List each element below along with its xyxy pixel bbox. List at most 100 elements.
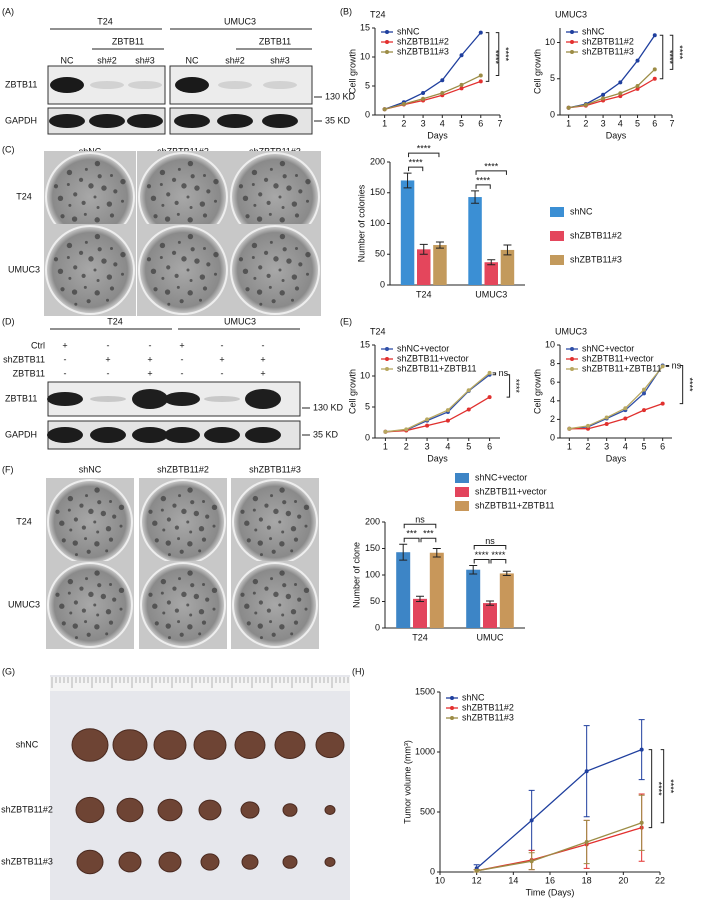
point: [466, 407, 471, 412]
colony: [213, 199, 217, 203]
annotation: ****: [475, 550, 490, 560]
colony: [159, 242, 166, 249]
legend-marker: [570, 40, 574, 44]
colony: [271, 632, 276, 637]
label: ZBTB11: [13, 368, 45, 378]
x-axis-label: Time (Days): [526, 887, 575, 897]
point: [478, 30, 483, 35]
colony: [198, 632, 202, 636]
colony: [79, 586, 84, 591]
colony: [171, 177, 177, 182]
colony: [273, 508, 279, 515]
colony: [71, 289, 78, 295]
label: GAPDH: [5, 429, 37, 439]
colony: [279, 570, 285, 576]
colony: [199, 201, 206, 207]
x-tick-label: UMUC3: [475, 289, 507, 299]
colony: [94, 160, 101, 167]
colony: [242, 195, 249, 201]
colony: [109, 582, 113, 586]
colony: [305, 199, 309, 203]
label: sh#3: [270, 55, 290, 65]
tumor: [274, 731, 306, 759]
bracket: [420, 537, 437, 543]
colony: [279, 624, 285, 630]
point: [440, 78, 445, 83]
colony: [69, 528, 73, 532]
legend-label: shZBTB11#2: [462, 702, 514, 712]
legend-label: shZBTB11+ZBTB11: [475, 500, 554, 510]
band: [218, 81, 252, 89]
legend-label: shNC+vector: [582, 343, 634, 353]
colony: [108, 620, 114, 625]
x-tick-label: 6: [487, 441, 492, 451]
point: [586, 423, 590, 428]
colony: [119, 524, 123, 528]
colony: [96, 205, 100, 209]
colony: [167, 636, 171, 640]
colony: [105, 632, 109, 636]
colony: [298, 262, 303, 267]
colony: [256, 289, 263, 295]
x-axis-label: Days: [606, 453, 627, 463]
colony: [97, 247, 102, 252]
colony: [94, 233, 101, 240]
legend-label: shZBTB11+vector: [582, 353, 654, 363]
point: [604, 415, 609, 420]
tumor: [324, 857, 336, 867]
colony: [85, 577, 89, 581]
colony: [290, 609, 297, 615]
colony: [206, 189, 211, 194]
error-bar: [435, 241, 444, 249]
colony: [53, 184, 59, 189]
bracket: [485, 32, 490, 82]
colony: [159, 169, 166, 176]
legend-label: shNC: [582, 26, 605, 36]
colony: [162, 611, 166, 615]
tumor: [315, 731, 345, 759]
colony: [246, 538, 251, 543]
label: sh#3: [135, 55, 155, 65]
x-tick-label: 6: [478, 118, 483, 128]
point: [642, 387, 646, 392]
colony: [263, 250, 269, 255]
x-tick-label: 4: [440, 118, 445, 128]
label: shZBTB11: [3, 354, 45, 364]
colony: [109, 213, 115, 218]
x-tick-label: 6: [652, 118, 657, 128]
band: [127, 114, 163, 128]
band: [164, 392, 200, 406]
colony: [146, 184, 152, 189]
colony: [189, 278, 193, 282]
series-line: [476, 826, 642, 872]
colony: [181, 591, 187, 598]
colony: [150, 268, 157, 274]
colony: [238, 184, 244, 189]
colony: [93, 195, 97, 199]
colony: [86, 299, 91, 304]
x-tick-label: 3: [604, 441, 609, 451]
colony: [187, 290, 193, 296]
band: [164, 427, 200, 443]
colony: [268, 212, 272, 216]
ruler: [50, 677, 350, 691]
colony: [166, 192, 171, 197]
annotation: ns: [415, 515, 425, 525]
y-tick-label: 50: [370, 596, 380, 606]
label: shNC: [79, 464, 102, 474]
colony: [159, 256, 163, 260]
colony: [146, 257, 152, 262]
colony: [253, 203, 257, 207]
colony: [179, 549, 184, 554]
colony: [189, 613, 193, 617]
colony: [273, 256, 279, 262]
series-line: [568, 78, 656, 109]
bracket: [408, 152, 440, 158]
point: [642, 391, 646, 396]
colony: [282, 247, 287, 252]
colony: [187, 217, 193, 223]
colony: [113, 189, 118, 194]
colony: [186, 520, 190, 524]
colony: [244, 520, 250, 526]
